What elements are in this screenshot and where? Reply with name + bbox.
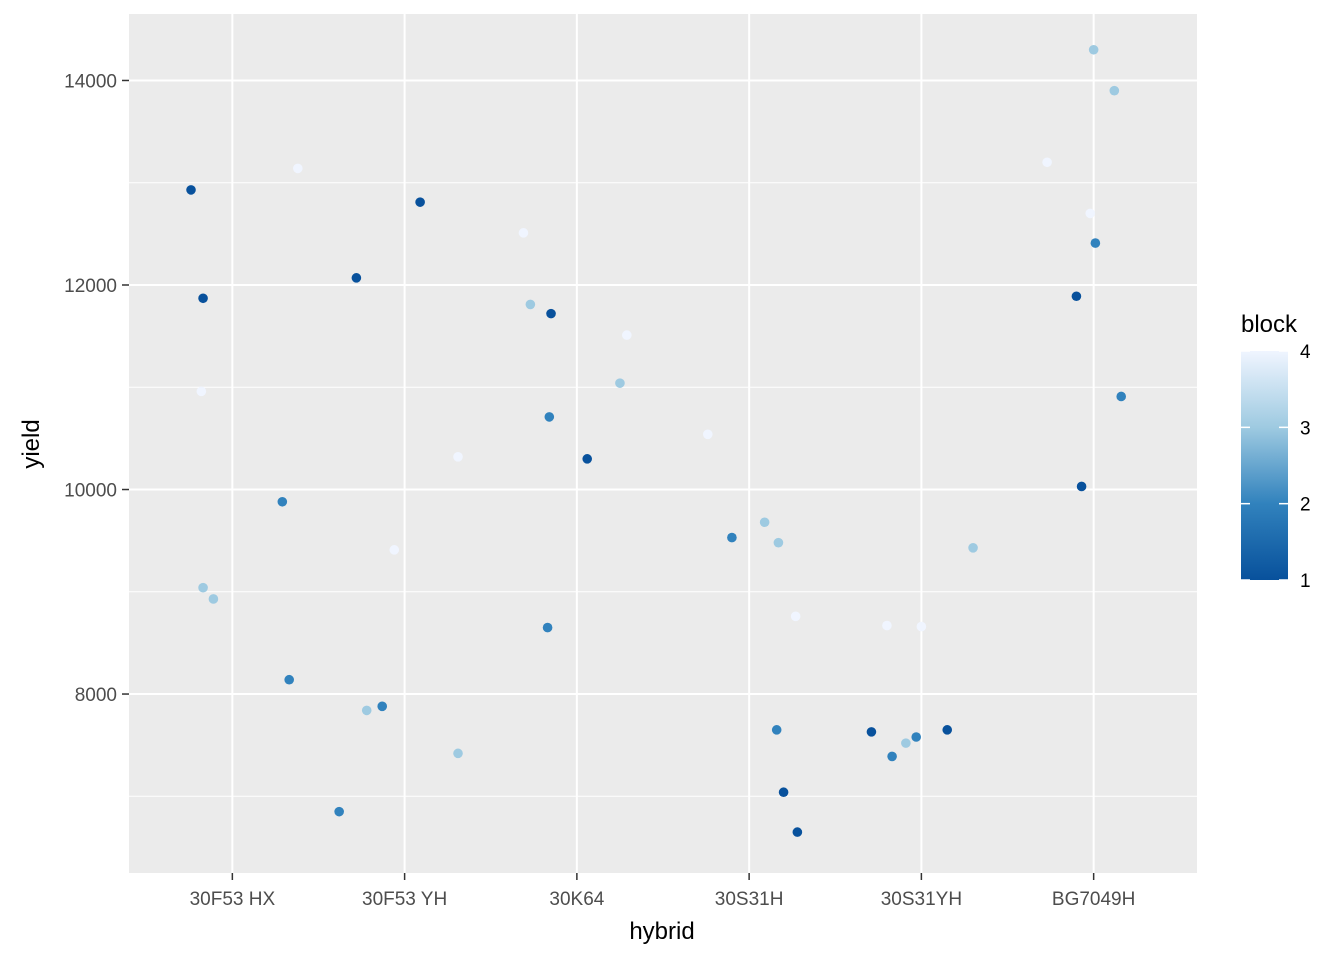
x-tick-label: 30S31YH [881, 889, 962, 910]
x-tick-label: 30S31H [715, 889, 784, 910]
data-point [1116, 391, 1127, 402]
legend: block 1 2 3 4 [1241, 311, 1311, 592]
data-point [790, 611, 801, 622]
data-point [186, 185, 196, 195]
data-point [351, 273, 362, 283]
data-point [1109, 85, 1120, 96]
data-points [186, 44, 1127, 837]
legend-tick-label: 3 [1300, 418, 1311, 439]
data-point [453, 451, 463, 462]
x-axis-title: hybrid [629, 918, 694, 945]
grid-major-lines [129, 14, 1197, 873]
data-point [1088, 44, 1099, 55]
data-point [415, 197, 425, 207]
x-tick-label: 30F53 YH [362, 889, 447, 910]
data-point [1076, 481, 1087, 492]
data-point [196, 386, 207, 397]
data-point [911, 732, 922, 742]
grid-minor-lines [129, 182, 1197, 797]
data-point [622, 330, 632, 340]
data-point [727, 532, 737, 543]
data-point [542, 622, 553, 633]
data-point [882, 620, 892, 631]
legend-colorbar [1241, 351, 1288, 580]
data-point [525, 299, 536, 310]
legend-tick-label: 2 [1300, 495, 1311, 516]
data-point [198, 582, 208, 593]
y-tick-label: 14000 [64, 71, 117, 92]
data-point [916, 621, 927, 632]
data-point [968, 543, 978, 553]
x-tick-label: 30F53 HX [190, 889, 276, 910]
data-point [361, 705, 372, 716]
data-point [1042, 157, 1052, 168]
data-point [334, 806, 344, 817]
data-point [702, 429, 713, 440]
data-point [1085, 208, 1095, 219]
data-point [771, 725, 782, 735]
data-point [293, 163, 303, 174]
x-tick-label: BG7049H [1052, 889, 1135, 910]
data-point [759, 517, 770, 528]
data-point [377, 701, 388, 712]
y-tick-label: 8000 [75, 685, 117, 706]
data-point [942, 725, 953, 735]
data-point [389, 545, 400, 555]
x-axis-ticks: 30F53 HX 30F53 YH 30K64 30S31H 30S31YH BG7049… [190, 873, 1135, 910]
data-point [453, 748, 463, 759]
y-axis-ticks: 8000 10000 12000 14000 [64, 71, 129, 706]
data-point [1071, 291, 1082, 302]
data-point [544, 412, 555, 422]
data-point [887, 751, 897, 762]
panel-background [129, 14, 1197, 873]
data-point [582, 454, 593, 464]
data-point [778, 787, 789, 798]
data-point [773, 537, 784, 548]
data-point [615, 378, 625, 388]
legend-tick-label: 1 [1300, 571, 1311, 592]
y-tick-label: 10000 [64, 481, 117, 502]
data-point [208, 594, 219, 604]
data-point [866, 727, 877, 737]
data-point [277, 496, 288, 507]
legend-ticks: 1 2 3 4 [1241, 342, 1311, 592]
legend-title: block [1241, 311, 1298, 338]
data-point [546, 308, 556, 319]
x-tick-label: 30K64 [549, 889, 604, 910]
y-axis-title: yield [18, 419, 45, 468]
data-point [284, 674, 295, 685]
data-point [792, 827, 803, 837]
data-point [198, 293, 208, 304]
y-tick-label: 12000 [64, 276, 117, 297]
data-point [901, 738, 911, 748]
legend-tick-label: 4 [1300, 342, 1311, 363]
data-point [518, 228, 529, 238]
data-point [1090, 238, 1101, 248]
